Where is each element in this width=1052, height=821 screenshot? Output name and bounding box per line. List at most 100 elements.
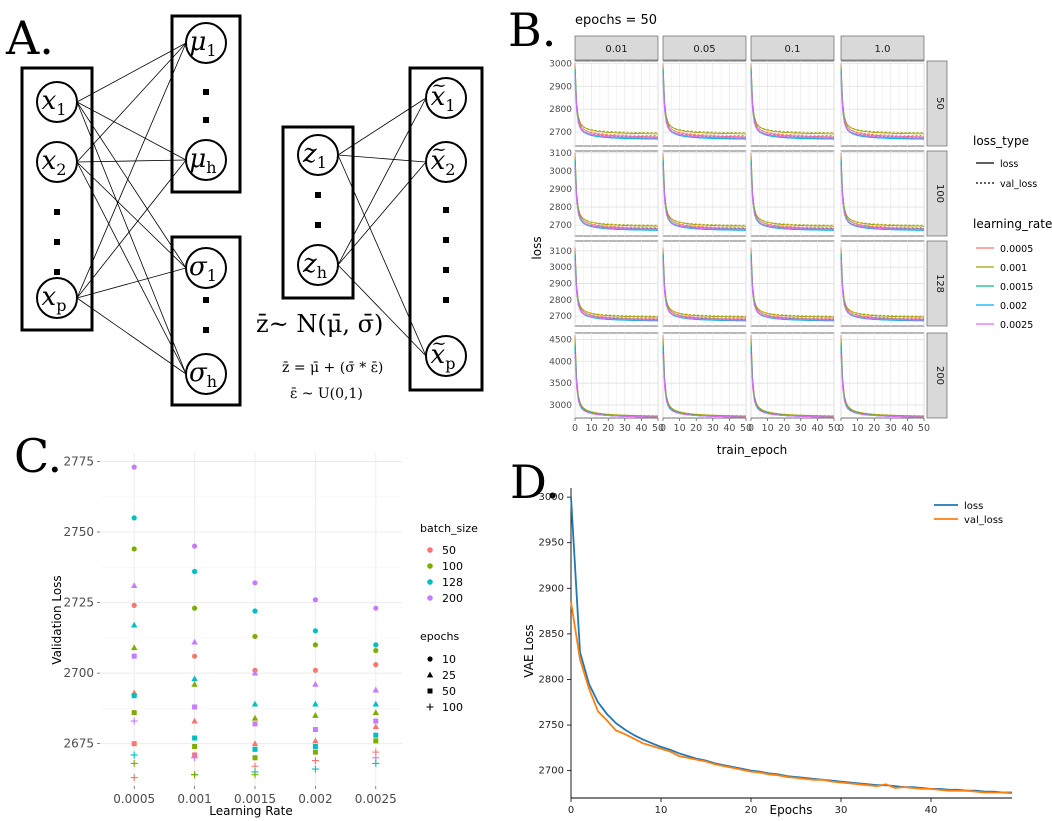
val-loss-line-lr-0.0025 — [840, 173, 924, 230]
loss-line-lr-0.0025 — [662, 74, 746, 139]
x-tick-label: 0.002 — [298, 792, 332, 806]
facet-panel — [662, 332, 747, 419]
loss-line-lr-0.002 — [750, 71, 834, 140]
y-tick-label: 2800 — [549, 203, 572, 213]
x-tick-label: 0.0025 — [355, 792, 397, 806]
legend: batch_size 50 100 128 200 epochs 10 25 50 100 — [420, 522, 478, 714]
row-strip — [926, 60, 948, 147]
y-tick-label: 2700 — [549, 312, 572, 322]
facet-panel — [574, 150, 659, 237]
scatter-point — [373, 605, 379, 611]
y-tick-label: 2750 — [63, 525, 94, 539]
legend-title-epochs: epochs — [420, 630, 459, 643]
scatter-point — [252, 580, 258, 586]
scatter-point — [373, 642, 379, 648]
legend-label-batch: 100 — [442, 560, 463, 573]
scatter-point — [131, 582, 138, 589]
x-axis-label: Learning Rate — [209, 804, 292, 818]
scatter-point — [192, 653, 198, 659]
epsilon-equation: ε̄ ~ U(0,1) — [290, 386, 363, 402]
output-node-1-circle — [425, 77, 467, 119]
scatter-point — [131, 693, 137, 699]
mu-layer-box — [170, 14, 242, 194]
ellipsis-dot — [203, 327, 209, 333]
scatter-point — [311, 757, 319, 765]
scatter-point — [252, 746, 258, 752]
output-node-3-label: xp — [431, 340, 456, 373]
scatter-point — [312, 700, 319, 707]
val-loss-line-lr-0.001 — [662, 342, 746, 417]
z-node-1-circle — [297, 134, 339, 176]
ellipsis-dot — [54, 239, 60, 245]
output-node-3-tilde: ~ — [431, 333, 446, 354]
loss-line-lr-0.001 — [750, 250, 834, 318]
mu-node-1-label: μ1 — [189, 27, 216, 60]
legend-key-batch — [427, 595, 433, 601]
facet-panel — [840, 332, 925, 419]
legend-key-epochs — [426, 703, 434, 711]
scatter-point — [191, 717, 198, 724]
scatter-point — [131, 464, 137, 470]
facet-panel — [662, 240, 747, 327]
ellipsis-dot — [203, 297, 209, 303]
row-strip-label: 100 — [934, 184, 945, 203]
x-tick-label: 50 — [740, 423, 752, 434]
input-node-3: xp — [36, 277, 78, 319]
scatter-point — [192, 743, 198, 749]
legend-label-lr: 0.0005 — [1000, 244, 1033, 255]
scatter-point — [373, 662, 379, 668]
val-loss-line-lr-0.001 — [750, 76, 834, 134]
loss-line-lr-0.001 — [574, 156, 658, 227]
loss-line-lr-0.0025 — [574, 74, 658, 139]
y-tick-label: 3100 — [549, 247, 572, 257]
encoder-edge — [76, 42, 187, 299]
facet-panel — [840, 240, 925, 327]
scatter-point — [191, 681, 198, 687]
scatter-point — [251, 669, 259, 676]
scatter-point — [312, 712, 319, 718]
loss-line-lr-0.002 — [840, 71, 924, 140]
scatter-point — [192, 568, 198, 575]
y-tick-label: 2700 — [63, 666, 94, 680]
output-node-1-label: x1 — [431, 82, 456, 115]
legend-key-batch — [427, 579, 433, 585]
val-loss-line-lr-0.001 — [662, 76, 746, 134]
scatter-point — [131, 644, 138, 651]
mu-node-1-circle — [185, 22, 227, 64]
row-strip-label: 50 — [934, 97, 945, 110]
series-lines — [570, 497, 1013, 795]
input-node-2-label: x2 — [42, 146, 67, 179]
y-axis-label: loss — [530, 236, 544, 259]
scatter-point — [372, 700, 379, 707]
scatter-point — [191, 754, 199, 762]
x-tick-label: 0.001 — [177, 792, 211, 806]
facet-panel — [662, 60, 747, 147]
x-axis-label: Epochs — [770, 803, 813, 817]
scatter-point — [131, 710, 137, 716]
x-tick-label: 40 — [723, 423, 735, 434]
scatter-point — [252, 721, 258, 727]
chart-title: epochs = 50 — [575, 13, 657, 28]
legend-key-batch — [427, 547, 433, 553]
loss-line-lr-0.002 — [574, 71, 658, 140]
scatter-point — [192, 605, 198, 611]
x-tick-label: 30 — [795, 423, 807, 434]
y-tick-label: 2700 — [539, 766, 564, 777]
y-tick-label: 4500 — [549, 336, 572, 346]
scatter-point — [312, 737, 319, 744]
encoder-edge — [76, 42, 187, 163]
ellipsis-dot — [443, 297, 449, 303]
column-strip-label: 0.01 — [605, 44, 627, 55]
output-node-1-tilde: ~ — [431, 75, 446, 96]
sigma-node-1-circle — [185, 247, 227, 289]
loss-line-lr-0.002 — [662, 71, 746, 140]
x-tick-label: 0 — [572, 423, 578, 434]
val-loss-line-lr-0.0025 — [574, 173, 658, 230]
scatter-point — [130, 759, 138, 767]
y-tick-label: 2800 — [539, 674, 564, 685]
scatter-point — [131, 602, 137, 608]
scatter-point — [130, 751, 138, 759]
legend-label-loss: loss — [1000, 159, 1018, 170]
x-tick-label: 30 — [835, 805, 848, 816]
encoder-edge — [76, 161, 187, 375]
